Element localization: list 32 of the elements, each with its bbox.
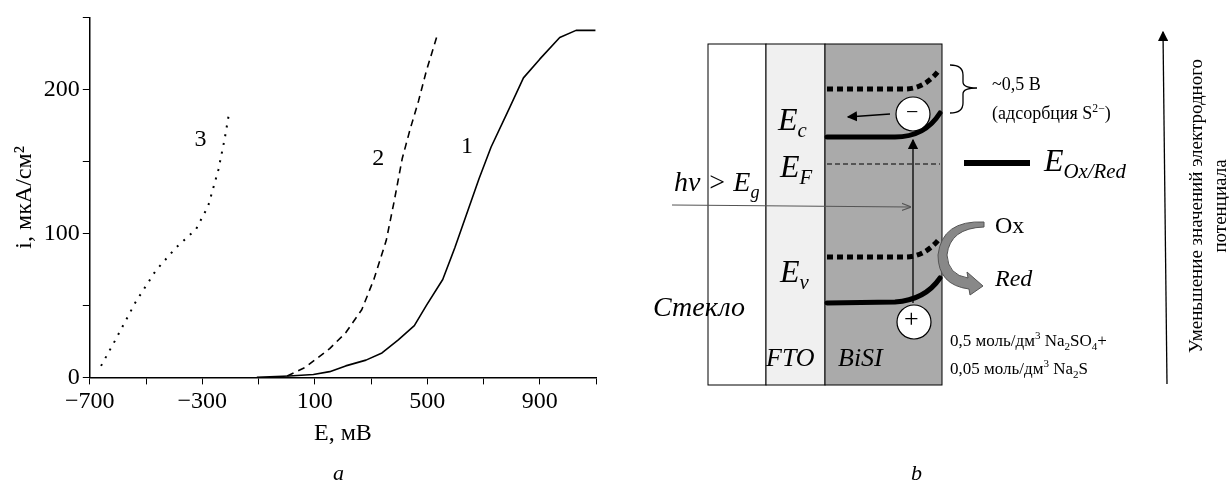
text: E$_{Ox/Red}$ bbox=[1044, 142, 1126, 183]
series-label: 1 bbox=[461, 132, 474, 159]
series-label: 3 bbox=[194, 125, 207, 152]
y-tick-label: 100 bbox=[43, 218, 80, 245]
series-label: 2 bbox=[372, 143, 385, 170]
text: Уменьшение значений электродного потенциала bbox=[1184, 57, 1229, 356]
x-tick-label: 100 bbox=[296, 387, 333, 414]
text: + bbox=[904, 304, 919, 333]
text: E$_{c}$ bbox=[778, 101, 807, 142]
text: b bbox=[911, 460, 922, 485]
text: ~0,5 В bbox=[992, 74, 1041, 94]
text: hν > E$_{g}$ bbox=[674, 166, 760, 202]
x-tick-label: −300 bbox=[177, 387, 228, 414]
text: E$_{F}$ bbox=[780, 148, 813, 189]
text: FTO bbox=[766, 343, 815, 372]
x-tick-label: 900 bbox=[521, 387, 558, 414]
x-tick-label: −700 bbox=[65, 387, 115, 414]
text: − bbox=[906, 99, 919, 124]
x-axis-title: E, мВ bbox=[313, 418, 372, 445]
x-tick-label: 500 bbox=[409, 387, 446, 414]
text: BiSI bbox=[838, 343, 883, 372]
y-tick-label: 0 bbox=[67, 362, 80, 389]
text: Стекло bbox=[653, 291, 745, 322]
text: a bbox=[333, 460, 344, 485]
text: 0,5 моль/дм$^{3}$ Na$_{2}$SO$_{4}$+ bbox=[950, 329, 1107, 353]
y-tick-label: 200 bbox=[43, 74, 80, 101]
text: Red bbox=[995, 265, 1033, 291]
y-axis-title: i, мкА/см² bbox=[9, 146, 36, 249]
text: 0,05 моль/дм$^{3}$ Na$_{2}$S bbox=[950, 357, 1089, 381]
text: (адсорбция S$^{2−}$) bbox=[992, 102, 1111, 123]
text: Ox bbox=[995, 212, 1025, 238]
text: E$_{v}$ bbox=[780, 253, 809, 294]
